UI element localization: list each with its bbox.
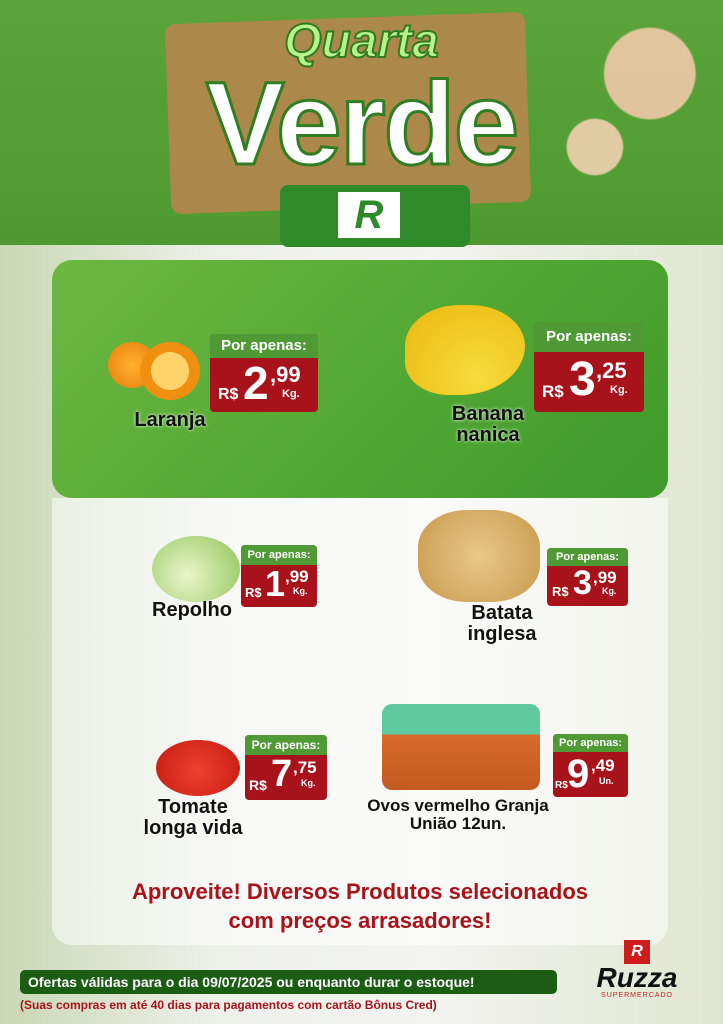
payment-note: (Suas compras em até 40 dias para pagame… [20, 998, 437, 1012]
price-tag: Por apenas: R$ 2 ,99 Kg. [210, 334, 318, 412]
egg-carton-image [382, 704, 540, 790]
price-unit: Kg. [301, 778, 316, 788]
price-tag: Por apenas: R$ 1 ,99 Kg. [241, 545, 317, 607]
brand-logo: R Ruzza SUPERMERCADO [572, 940, 702, 1000]
price: R$ 3 ,25 Kg. [534, 352, 644, 412]
price-unit: Kg. [282, 388, 300, 400]
banana-image [405, 305, 525, 395]
price-cents: ,49 [591, 756, 615, 775]
price-int: 9 [567, 752, 590, 796]
family-photo [540, 0, 723, 245]
price-cents: ,99 [593, 568, 617, 587]
price: R$ 1 ,99 Kg. [241, 563, 317, 607]
currency: R$ [542, 382, 564, 401]
price-cents: ,99 [270, 362, 301, 387]
brand-subtitle: SUPERMERCADO [601, 992, 673, 999]
product-name: Ovos vermelho Granja União 12un. [367, 796, 549, 833]
currency: R$ [245, 585, 262, 600]
currency: R$ [218, 386, 239, 403]
brand-logo-icon: R [624, 940, 650, 964]
price-tag: Por apenas: R$ 9 ,49 Un. [553, 734, 628, 797]
price-int: 7 [271, 753, 293, 795]
price-cents: ,99 [285, 567, 309, 586]
price: R$ 2 ,99 Kg. [210, 357, 318, 412]
potato-image [418, 510, 540, 602]
price-int: 3 [573, 564, 592, 602]
currency: R$ [249, 777, 267, 793]
tag-label: Por apenas: [245, 735, 327, 755]
price-tag: Por apenas: R$ 3 ,99 Kg. [547, 548, 628, 606]
price-tag: Por apenas: R$ 3 ,25 Kg. [534, 322, 644, 412]
tag-label: Por apenas: [553, 734, 628, 752]
product-name: Banana nanica [451, 403, 525, 446]
price-unit: Kg. [610, 384, 628, 396]
cabbage-image [152, 536, 240, 602]
price-cents: ,25 [596, 358, 627, 383]
product-name: Tomate longa vida [143, 796, 243, 839]
tag-label: Por apenas: [534, 322, 644, 352]
price-cents: ,75 [293, 758, 317, 777]
tag-label: Por apenas: [241, 545, 317, 565]
price-tag: Por apenas: R$ 7 ,75 Kg. [245, 735, 327, 800]
brand-name: Ruzza [596, 962, 678, 993]
price-int: 1 [265, 563, 286, 604]
title-line2: Verde [204, 57, 520, 192]
price-int: 3 [569, 353, 596, 406]
price-unit: Kg. [293, 586, 308, 596]
header-banner: Quarta Verde R [0, 0, 723, 247]
validity-banner: Ofertas válidas para o dia 09/07/2025 ou… [20, 970, 557, 994]
promo-text: Aproveite! Diversos Produtos selecionado… [52, 878, 668, 935]
logo-icon: R [338, 192, 400, 238]
price: R$ 7 ,75 Kg. [245, 753, 327, 800]
currency: R$ [552, 584, 569, 599]
tag-label: Por apenas: [210, 334, 318, 358]
promo-line1: Aproveite! Diversos Produtos selecionado… [131, 879, 589, 904]
price-unit: Kg. [602, 586, 617, 596]
currency: R$ [555, 780, 568, 791]
price-int: 2 [243, 357, 269, 409]
price: R$ 3 ,99 Kg. [547, 564, 628, 606]
tomato-image [156, 740, 240, 796]
product-name: Batata inglesa [467, 602, 537, 645]
price: R$ 9 ,49 Un. [553, 752, 628, 797]
price-unit: Un. [599, 776, 614, 786]
promo-line2: com preços arrasadores! [228, 907, 492, 933]
title-line1: Quarta [283, 14, 440, 69]
product-name: Laranja [134, 409, 206, 431]
product-name: Repolho [152, 599, 232, 621]
orange-image [140, 342, 200, 400]
tag-label: Por apenas: [547, 548, 628, 566]
